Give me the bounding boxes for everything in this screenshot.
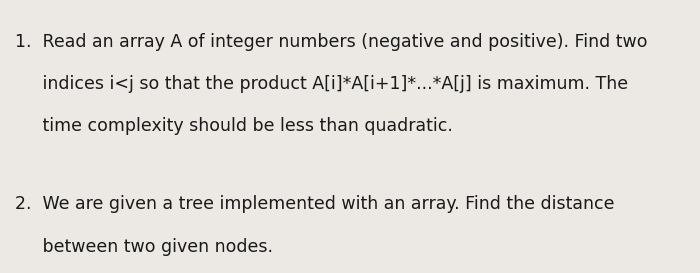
Text: between two given nodes.: between two given nodes. (15, 238, 274, 256)
Text: 2.  We are given a tree implemented with an array. Find the distance: 2. We are given a tree implemented with … (15, 195, 615, 213)
Text: indices i<j so that the product A[i]*A[i+1]*...*A[j] is maximum. The: indices i<j so that the product A[i]*A[i… (15, 75, 629, 93)
Text: 1.  Read an array A of integer numbers (negative and positive). Find two: 1. Read an array A of integer numbers (n… (15, 33, 648, 51)
Text: time complexity should be less than quadratic.: time complexity should be less than quad… (15, 117, 454, 135)
